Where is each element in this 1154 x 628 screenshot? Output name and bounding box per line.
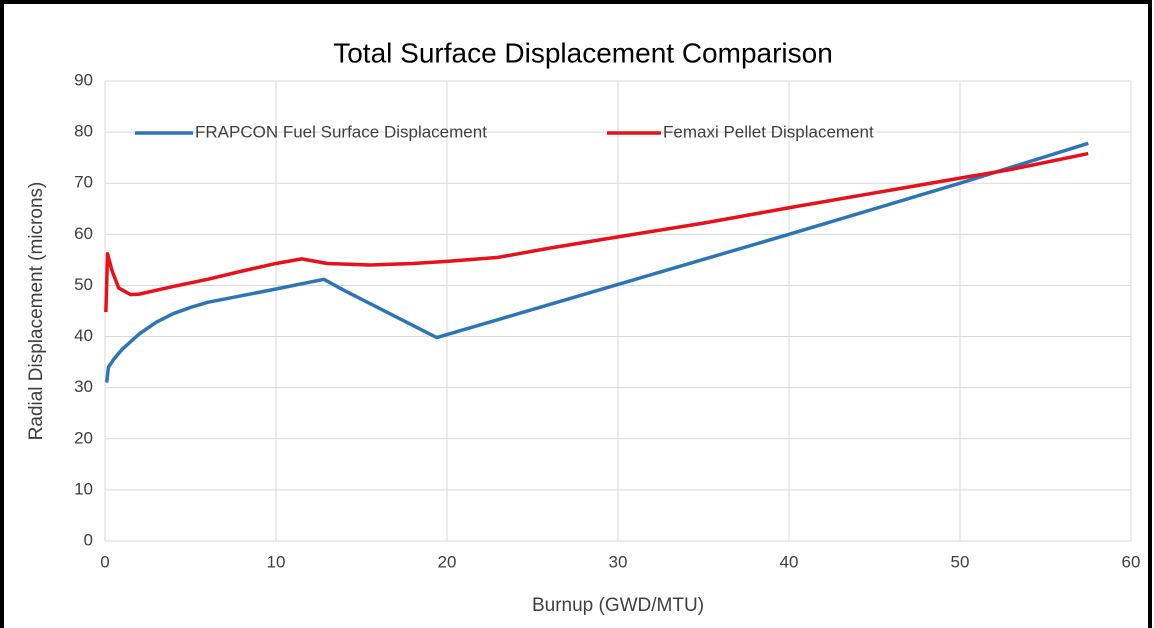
data-line	[104, 141, 1089, 383]
data-line	[104, 151, 1089, 313]
legend-label: FRAPCON Fuel Surface Displacement	[195, 122, 487, 141]
x-tick-label: 10	[267, 552, 286, 571]
y-tick-label: 80	[74, 122, 93, 141]
y-tick-label: 0	[84, 530, 93, 549]
y-tick-label: 50	[74, 275, 93, 294]
x-axis-label: Burnup (GWD/MTU)	[532, 595, 704, 616]
x-tick-label: 50	[951, 552, 970, 571]
y-tick-label: 20	[74, 428, 93, 447]
y-tick-label: 60	[74, 224, 93, 243]
x-tick-label: 30	[609, 552, 628, 571]
x-tick-label: 0	[100, 552, 109, 571]
x-tick-label: 60	[1122, 552, 1141, 571]
y-tick-label: 40	[74, 326, 93, 345]
y-tick-label: 70	[74, 173, 93, 192]
legend-label: Femaxi Pellet Displacement	[663, 122, 874, 141]
y-tick-label: 90	[74, 70, 93, 89]
x-tick-label: 40	[780, 552, 799, 571]
y-axis-label: Radial Displacement (microns)	[26, 182, 47, 441]
x-tick-label: 20	[438, 552, 457, 571]
y-tick-label: 10	[74, 479, 93, 498]
chart-title: Total Surface Displacement Comparison	[333, 37, 833, 68]
y-tick-label: 30	[74, 377, 93, 396]
